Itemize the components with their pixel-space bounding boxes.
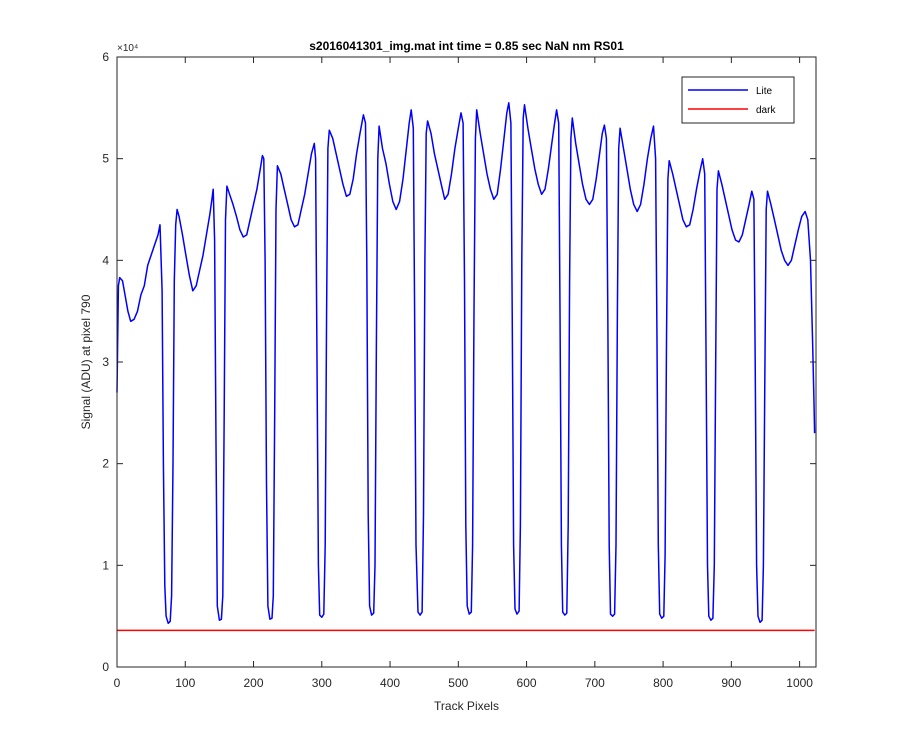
legend-label-dark: dark <box>756 105 776 116</box>
y-axis-label: Signal (ADU) at pixel 790 <box>79 294 93 429</box>
y-tick-label: 1 <box>102 558 109 572</box>
y-tick-label: 5 <box>102 152 109 166</box>
y-tick-label: 2 <box>102 457 109 471</box>
y-axis-exponent-label: ×10⁴ <box>117 43 138 54</box>
y-tick-label: 6 <box>102 50 109 64</box>
x-tick-label: 0 <box>114 676 121 690</box>
x-tick-label: 400 <box>380 676 400 690</box>
legend-box <box>681 76 795 124</box>
x-axis-label: Track Pixels <box>434 699 499 713</box>
x-tick-label: 800 <box>653 676 673 690</box>
x-tick-label: 1000 <box>786 676 813 690</box>
x-axis: 0 100 200 300 400 500 600 700 800 900 1000 <box>114 57 813 690</box>
series-layer <box>116 102 816 632</box>
x-tick-label: 100 <box>175 676 195 690</box>
legend-label-lite: Lite <box>756 86 773 97</box>
legend: Lite dark <box>681 76 795 124</box>
y-tick-label: 3 <box>102 355 109 369</box>
series-line-lite <box>116 102 816 625</box>
x-tick-label: 500 <box>448 676 468 690</box>
chart-title: s2016041301_img.mat int time = 0.85 sec … <box>309 39 624 53</box>
x-tick-label: 600 <box>517 676 537 690</box>
y-tick-label: 0 <box>102 660 109 674</box>
x-tick-label: 900 <box>721 676 741 690</box>
x-tick-label: 700 <box>585 676 605 690</box>
x-tick-label: 200 <box>244 676 264 690</box>
x-tick-label: 300 <box>312 676 332 690</box>
y-axis: 0 1 2 3 4 5 6 <box>102 50 816 674</box>
y-tick-label: 4 <box>102 253 109 267</box>
